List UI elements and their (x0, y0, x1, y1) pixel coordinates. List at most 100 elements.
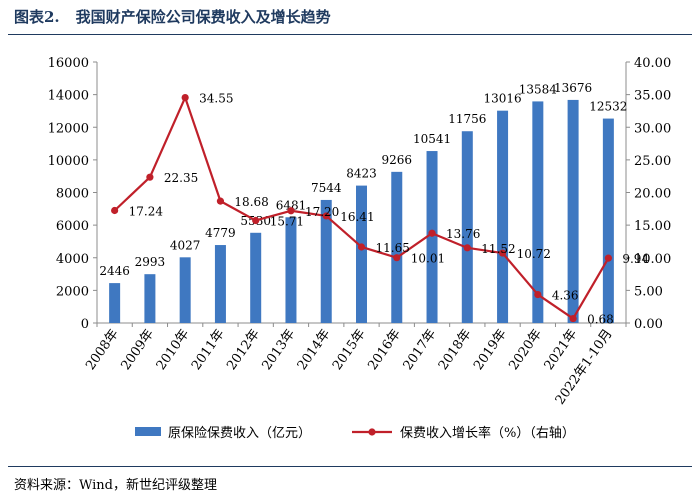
bar (320, 199, 332, 323)
bar (179, 257, 191, 323)
growth-rate-label: 18.68 (234, 195, 268, 209)
x-tick-label: 2020年 (506, 327, 545, 373)
growth-rate-point (322, 212, 330, 220)
chart-title: 图表2. 我国财产保险公司保费收入及增长趋势 (14, 6, 331, 27)
legend-bar-label: 原保险保费收入（亿元） (168, 426, 311, 441)
growth-rate-label: 11.65 (376, 241, 410, 255)
bar-value-label: 8423 (346, 167, 377, 181)
footer-rule (8, 466, 692, 467)
bar (391, 171, 403, 323)
growth-rate-point (604, 254, 612, 262)
x-tick-label: 2018年 (436, 327, 475, 373)
y-right-tick-label: 10.00 (634, 252, 671, 267)
legend-line-marker (368, 428, 376, 436)
x-tick-label: 2008年 (83, 327, 122, 373)
y-right-tick-label: 35.00 (634, 89, 671, 104)
bar (109, 283, 121, 323)
bar-value-label: 12532 (589, 100, 627, 114)
growth-rate-point (534, 290, 542, 299)
y-left-tick-label: 12000 (48, 121, 89, 136)
growth-rate-label: 10.72 (517, 247, 551, 261)
y-right-tick-label: 30.00 (634, 121, 671, 136)
growth-rate-label: 17.20 (305, 205, 339, 219)
x-tick-label: 2016年 (365, 327, 404, 373)
x-tick-label: 2019年 (471, 327, 510, 373)
y-right-tick-label: 15.00 (634, 219, 671, 234)
title-rule (8, 34, 692, 35)
bar (285, 217, 297, 323)
figure-number: 图表2. (14, 8, 60, 26)
y-right-tick-label: 25.00 (634, 154, 671, 169)
bar-value-label: 10541 (413, 132, 451, 146)
growth-rate-point (463, 244, 471, 252)
bar-value-label: 2993 (135, 255, 166, 269)
growth-rate-point (569, 314, 577, 323)
growth-rate-label: 22.35 (164, 171, 198, 185)
growth-rate-point (252, 216, 260, 225)
y-left-tick-label: 14000 (48, 89, 89, 104)
bar (356, 185, 367, 323)
bar (144, 274, 156, 323)
bar-value-label: 6481 (276, 198, 307, 212)
y-right-tick-label: 40.00 (634, 56, 671, 71)
y-right-tick-label: 0.00 (634, 317, 663, 332)
growth-rate-label: 11.52 (481, 242, 515, 256)
x-tick-label: 2010年 (154, 327, 193, 373)
bar (461, 131, 473, 323)
growth-rate-point (111, 206, 119, 215)
bar (250, 232, 262, 323)
bar-value-label: 13016 (483, 92, 521, 106)
bar (532, 101, 544, 323)
growth-rate-point (216, 197, 225, 205)
chart: 0 2000 4000 6000 8000 10000 12000 14000 16000 0.0… (48, 56, 672, 441)
growth-rate-point (357, 243, 366, 251)
growth-rate-point (146, 173, 154, 181)
bar-value-label: 9266 (381, 153, 412, 167)
bar (602, 118, 614, 323)
y-left-tick-label: 10000 (48, 154, 89, 169)
y-left-tick-label: 2000 (56, 284, 89, 299)
y-left-tick-label: 4000 (56, 252, 89, 267)
x-tick-label: 2011年 (189, 327, 228, 373)
growth-rate-point (498, 249, 507, 257)
bar-value-label: 11756 (448, 112, 486, 126)
bar-value-label: 13584 (519, 82, 558, 96)
y-left-tick-label: 0 (81, 317, 89, 332)
y-left-tick-label: 8000 (56, 187, 89, 202)
growth-rate-label: 34.55 (199, 92, 233, 106)
bar-value-label: 4027 (170, 238, 201, 252)
growth-rate-point (181, 93, 189, 102)
bar-value-label: 13676 (554, 81, 592, 95)
y-right-tick-label: 5.00 (634, 284, 663, 299)
growth-rate-label: 15.71 (270, 214, 304, 228)
growth-rate-point (393, 254, 401, 262)
growth-rate-point (428, 229, 436, 237)
growth-rate-label: 0.68 (587, 313, 614, 327)
legend-line-label: 保费收入增长率（%）（右轴） (400, 425, 575, 441)
x-tick-label: 2012年 (224, 327, 263, 373)
growth-rate-label: 9.94 (622, 252, 649, 266)
x-tick-label: 2009年 (118, 327, 157, 373)
x-tick-label: 2015年 (330, 327, 369, 373)
x-tick-label: 2013年 (260, 327, 299, 373)
bar-value-label: 2446 (99, 264, 130, 278)
growth-rate-label: 4.36 (552, 289, 579, 303)
source-note: 资料来源：Wind，新世纪评级整理 (14, 478, 217, 493)
y-right-tick-label: 20.00 (634, 187, 671, 202)
legend-bar-swatch (135, 427, 161, 436)
y-left-tick-label: 16000 (48, 56, 89, 71)
bar-value-label: 7544 (311, 181, 342, 195)
bar (214, 245, 226, 323)
growth-rate-label: 17.24 (129, 205, 164, 219)
x-tick-label: 2014年 (295, 327, 334, 373)
bar (497, 110, 509, 323)
growth-rate-label: 10.01 (411, 252, 445, 266)
growth-rate-point (287, 207, 295, 215)
bar-value-label: 4779 (205, 226, 236, 240)
growth-rate-label: 13.76 (446, 227, 480, 241)
growth-rate-label: 16.41 (340, 210, 374, 224)
y-left-tick-label: 6000 (56, 219, 89, 234)
figure-title: 我国财产保险公司保费收入及增长趋势 (75, 8, 331, 26)
x-tick-label: 2017年 (401, 327, 440, 373)
bar (567, 99, 579, 323)
